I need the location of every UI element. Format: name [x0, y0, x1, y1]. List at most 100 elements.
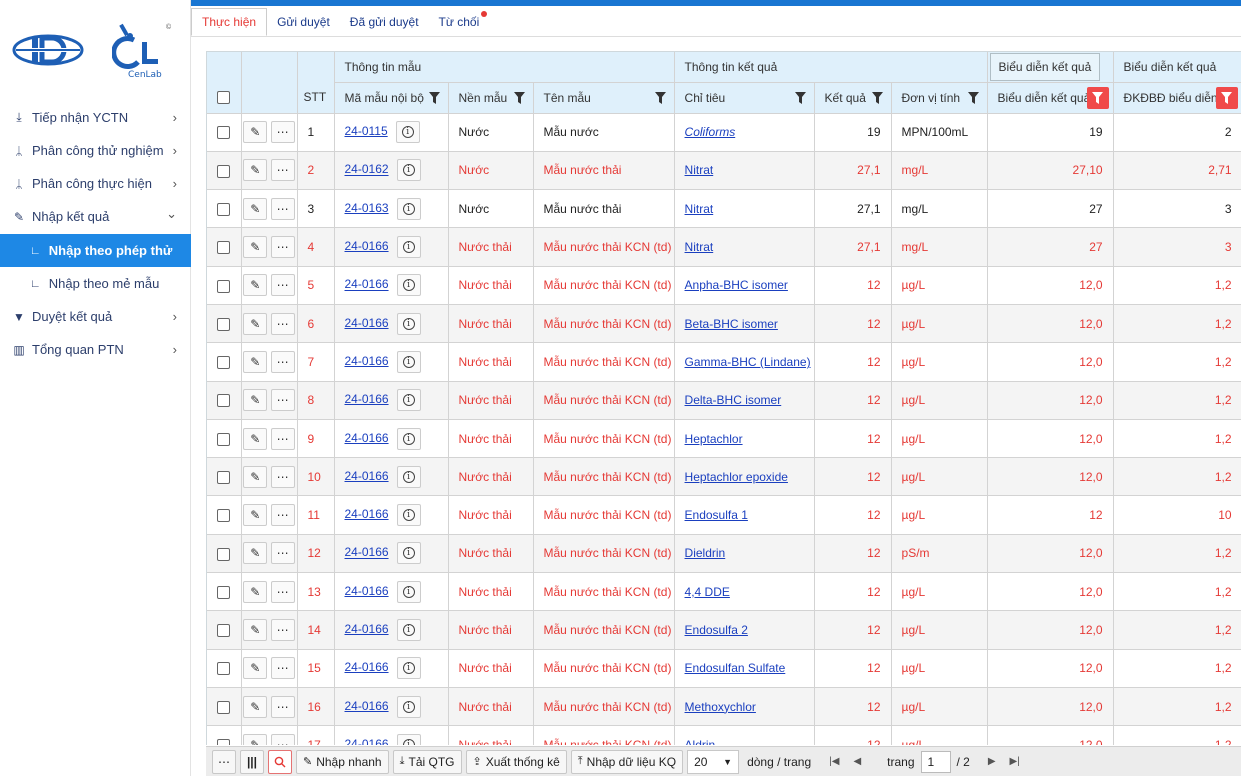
table-row[interactable]: ✎ ⋯ 4 24-0166 i Nước thải Mẫu nước thải KCN (…	[207, 227, 1241, 267]
row-more-button[interactable]: ⋯	[270, 389, 295, 412]
row-more-button[interactable]: ⋯	[270, 504, 295, 527]
table-row[interactable]: ✎ ⋯ 14 24-0166 i Nước thải Mẫu nước thải KCN …	[207, 610, 1241, 650]
filter-icon[interactable]	[967, 91, 979, 104]
download-qtg-button[interactable]: ⤓ Tải QTG	[392, 749, 462, 774]
column-header-result[interactable]: Kết quả	[814, 82, 892, 114]
row-checkbox[interactable]	[217, 547, 231, 561]
sample-code-link[interactable]: 24-0166	[344, 698, 389, 713]
indicator-link[interactable]: Beta-BHC isomer	[684, 316, 778, 331]
row-checkbox[interactable]	[217, 509, 231, 523]
filter-icon[interactable]	[428, 91, 440, 104]
table-row[interactable]: ✎ ⋯ 13 24-0166 i Nước thải Mẫu nước thải KCN …	[207, 572, 1241, 612]
filter-icon[interactable]	[871, 91, 883, 104]
edit-row-button[interactable]: ✎	[243, 312, 268, 335]
prev-page-button[interactable]: ◀	[853, 756, 862, 767]
result-cell[interactable]: 12	[814, 725, 892, 745]
row-checkbox[interactable]	[217, 394, 231, 408]
nav-nhap-ket-qua[interactable]: ✎ Nhập kết quả ⌄	[0, 200, 191, 233]
column-header-unit[interactable]: Đơn vị tính	[891, 82, 988, 114]
row-checkbox[interactable]	[217, 317, 231, 331]
table-row[interactable]: ✎ ⋯ 9 24-0166 i Nước thải Mẫu nước thải KCN (…	[207, 419, 1241, 459]
row-more-button[interactable]: ⋯	[270, 580, 295, 603]
next-page-button[interactable]: ▶	[987, 756, 996, 767]
sample-info-button[interactable]: i	[396, 427, 421, 450]
result-cell[interactable]: 12	[814, 610, 892, 650]
nav-nhap-theo-me-mau[interactable]: ∟ Nhập theo mẻ mẫu	[0, 267, 191, 300]
table-row[interactable]: ✎ ⋯ 2 24-0162 i Nước Mẫu nước thải Nitrat 27,1 m…	[207, 151, 1241, 191]
edit-row-button[interactable]: ✎	[243, 657, 268, 680]
indicator-link[interactable]: Delta-BHC isomer	[684, 393, 782, 408]
indicator-link[interactable]: Gamma-BHC (Lindane)	[684, 354, 811, 369]
sample-code-link[interactable]: 24-0166	[344, 660, 389, 675]
result-cell[interactable]: 12	[814, 495, 892, 535]
result-cell[interactable]: 12	[814, 419, 892, 459]
table-row[interactable]: ✎ ⋯ 16 24-0166 i Nước thải Mẫu nước thải KCN …	[207, 687, 1241, 727]
filter-icon[interactable]	[513, 91, 525, 104]
nav-duyet-ket-qua[interactable]: ▼ Duyệt kết quả ›	[0, 300, 191, 333]
edit-row-button[interactable]: ✎	[243, 619, 268, 641]
result-cell[interactable]: 12	[814, 572, 892, 612]
result-cell[interactable]: 19	[814, 113, 892, 152]
edit-row-button[interactable]: ✎	[243, 465, 268, 488]
sample-info-button[interactable]: i	[396, 733, 421, 745]
sample-info-button[interactable]: i	[396, 619, 421, 641]
first-page-button[interactable]: |◀	[829, 756, 840, 767]
sample-code-link[interactable]: 24-0166	[344, 622, 389, 637]
row-checkbox[interactable]	[217, 739, 231, 745]
column-header-matrix[interactable]: Nền mẫu	[448, 82, 534, 114]
edit-row-button[interactable]: ✎	[243, 427, 268, 450]
edit-row-button[interactable]: ✎	[243, 580, 268, 603]
quick-entry-button[interactable]: ✎ Nhập nhanh	[296, 749, 389, 774]
indicator-link[interactable]: Endosulfa 2	[684, 623, 748, 637]
column-header-sample-code[interactable]: Mã mẫu nội bộ	[334, 82, 449, 114]
table-row[interactable]: ✎ ⋯ 17 24-0166 i Nước thải Mẫu nước thải KCN …	[207, 725, 1241, 745]
row-more-button[interactable]: ⋯	[270, 695, 295, 718]
column-header-uncertainty[interactable]: ĐKĐBĐ biểu diễn	[1113, 82, 1241, 114]
edit-row-button[interactable]: ✎	[243, 274, 268, 297]
indicator-link[interactable]: Endosulfan Sulfate	[684, 661, 786, 676]
row-checkbox[interactable]	[217, 202, 231, 216]
indicator-link[interactable]: Aldrin	[684, 737, 716, 745]
result-cell[interactable]: 12	[814, 687, 892, 727]
tab-gui-duyet[interactable]: Gửi duyệt	[267, 8, 340, 36]
tab-tu-choi[interactable]: Từ chối	[429, 8, 490, 36]
sample-code-link[interactable]: 24-0163	[344, 200, 389, 215]
row-checkbox[interactable]	[217, 585, 231, 599]
group-header-display-1[interactable]: Biểu diễn kết quả	[987, 52, 1114, 83]
column-header-indicator[interactable]: Chỉ tiêu	[674, 82, 815, 114]
edit-row-button[interactable]: ✎	[243, 504, 268, 527]
table-row[interactable]: ✎ ⋯ 3 24-0163 i Nước Mẫu nước thải Nitrat 27,1 m…	[207, 189, 1241, 229]
sample-code-link[interactable]: 24-0166	[344, 315, 389, 330]
row-checkbox[interactable]	[217, 432, 231, 446]
sample-code-link[interactable]: 24-0162	[344, 162, 389, 177]
indicator-link[interactable]: Nitrat	[684, 240, 714, 255]
row-more-button[interactable]: ⋯	[270, 312, 295, 335]
nav-tong-quan-ptn[interactable]: ▥ Tổng quan PTN ›	[0, 333, 191, 366]
row-more-button[interactable]: ⋯	[270, 542, 295, 565]
indicator-link[interactable]: Heptachlor	[684, 431, 743, 446]
sample-info-button[interactable]: i	[396, 695, 421, 718]
table-row[interactable]: ✎ ⋯ 12 24-0166 i Nước thải Mẫu nước thải KCN …	[207, 534, 1241, 574]
indicator-link[interactable]: Coliforms	[684, 125, 736, 140]
tab-da-gui-duyet[interactable]: Đã gửi duyệt	[340, 8, 429, 36]
active-filter-icon[interactable]	[1086, 86, 1109, 109]
edit-row-button[interactable]: ✎	[243, 236, 268, 259]
sample-info-button[interactable]: i	[396, 504, 421, 527]
sample-code-link[interactable]: 24-0166	[344, 430, 389, 445]
last-page-button[interactable]: ▶|	[1009, 756, 1020, 767]
row-checkbox[interactable]	[217, 279, 231, 293]
result-cell[interactable]: 12	[814, 304, 892, 344]
indicator-link[interactable]: Dieldrin	[684, 546, 726, 561]
sample-info-button[interactable]: i	[396, 350, 421, 373]
indicator-link[interactable]: 4,4 DDE	[684, 584, 730, 599]
table-row[interactable]: ✎ ⋯ 15 24-0166 i Nước thải Mẫu nước thải KCN …	[207, 649, 1241, 688]
row-more-button[interactable]: ⋯	[270, 159, 295, 182]
page-number-input[interactable]: 1	[920, 750, 951, 773]
edit-row-button[interactable]: ✎	[243, 350, 268, 373]
indicator-link[interactable]: Nitrat	[684, 201, 714, 216]
sample-info-button[interactable]: i	[395, 121, 420, 144]
edit-row-button[interactable]: ✎	[243, 542, 268, 565]
sample-info-button[interactable]: i	[396, 274, 421, 297]
edit-row-button[interactable]: ✎	[243, 733, 268, 745]
result-cell[interactable]: 27,1	[814, 227, 892, 267]
